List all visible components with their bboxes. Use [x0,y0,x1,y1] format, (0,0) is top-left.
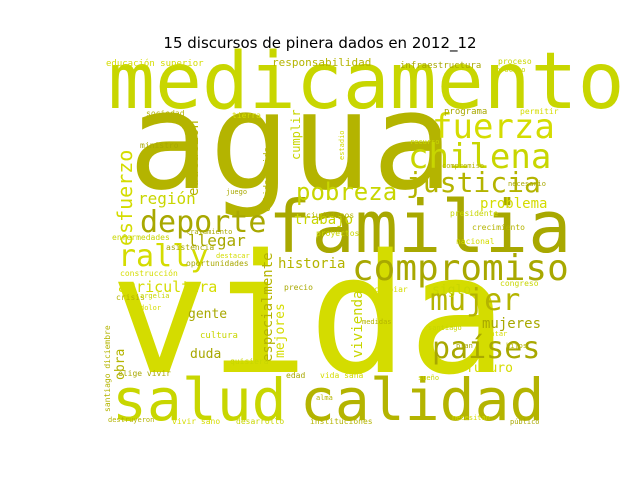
word-63: vida sana [320,371,364,380]
word-38: ministro [140,141,179,150]
word-49: ciudadanos [306,211,354,220]
word-80: argelia [140,292,170,300]
word-45: crecimiento [472,223,525,232]
word-14: países [432,331,540,366]
word-79: dolor [140,304,161,312]
word-25: especialmente [260,252,276,362]
word-23: mejores [273,303,288,358]
word-4: salud [112,366,287,434]
word-48: proyectos [316,229,360,238]
word-68: sueño [418,374,439,382]
word-39: tierra [232,111,261,120]
word-75: estadio [338,130,346,160]
word-28: siglo [432,283,471,298]
word-43: permitir [520,107,559,116]
word-35: educación superior [106,58,204,69]
word-31: futuro [466,361,513,376]
word-56: congreso [500,279,539,288]
word-20: trabajo [294,212,353,228]
word-72: santiago [428,324,462,332]
word-13: mujer [430,283,520,318]
word-17: educación [186,120,202,196]
word-19: agricultura [118,278,217,296]
word-58: elige vivir [118,369,171,378]
word-84: proceso [496,66,526,74]
word-11: rally [118,239,208,274]
word-34: infraestructura [400,61,481,71]
word-3: vida [110,219,507,411]
word-37: sociedad [146,109,185,118]
word-15: esfuerzo [113,150,137,246]
word-16: región [138,189,196,208]
word-46: asistencia [166,243,214,252]
word-60: desarrollo [236,417,284,426]
word-57: crisis [116,293,145,302]
cloud-background [100,58,552,426]
word-0: medicamento [108,37,625,127]
word-44: presidente [450,209,498,218]
word-7: fuerza [432,107,555,147]
word-27: problema [480,196,547,212]
word-83: destacar [216,252,250,260]
word-10: deporte [140,205,266,240]
word-36: proceso [498,57,532,66]
word-73: medidas [362,318,392,326]
word-54: precio [284,283,313,292]
word-41: calidad vida [263,147,273,212]
word-50: oportunidades [186,259,249,268]
word-40: cultura [200,331,238,341]
word-81: alma [316,394,333,402]
word-77: compromiso [442,162,484,170]
word-8: chilena [408,137,551,177]
word-64: quisiera [230,357,269,366]
word-6: compromiso [352,248,569,289]
word-26: mujeres [482,316,541,332]
word-22: gente [188,307,227,322]
word-51: construcción [120,268,178,278]
chart-title: 15 discursos de pinera dados en 2012_12 [163,34,477,52]
word-82: tratamiento [186,228,232,236]
word-67: necesitan [452,414,490,422]
word-65: destruyeron [108,416,154,424]
word-52: enfermedades [112,233,170,242]
word-1: agua [128,63,453,220]
word-53: santiago diciembre [103,325,112,412]
word-29: obra [113,349,128,380]
word-78: necesario [508,180,546,188]
word-70: plan [456,342,473,350]
word-9: justicia [406,166,541,199]
word-18: llegar [188,231,246,250]
word-5: calidad [300,366,544,434]
word-2: familia [268,185,571,269]
word-74: juego [226,188,247,196]
word-33: responsabilidad [272,56,371,69]
word-76: recurso [410,138,440,146]
word-12: pobreza [296,178,397,206]
word-71: contar [482,330,507,338]
word-66: público [510,418,540,426]
word-59: vivir sano [172,417,220,426]
word-69: hijos [506,342,527,350]
word-47: nacional [456,237,495,246]
word-24: vivienda [350,291,366,358]
word-30: duda [190,347,221,362]
word-62: edad [286,371,305,380]
word-61: instituciones [310,417,373,426]
word-55: cambiar [374,285,408,294]
word-21: historia [278,256,345,272]
word-42: programa [444,107,487,117]
word-32: cumplir [289,109,303,160]
